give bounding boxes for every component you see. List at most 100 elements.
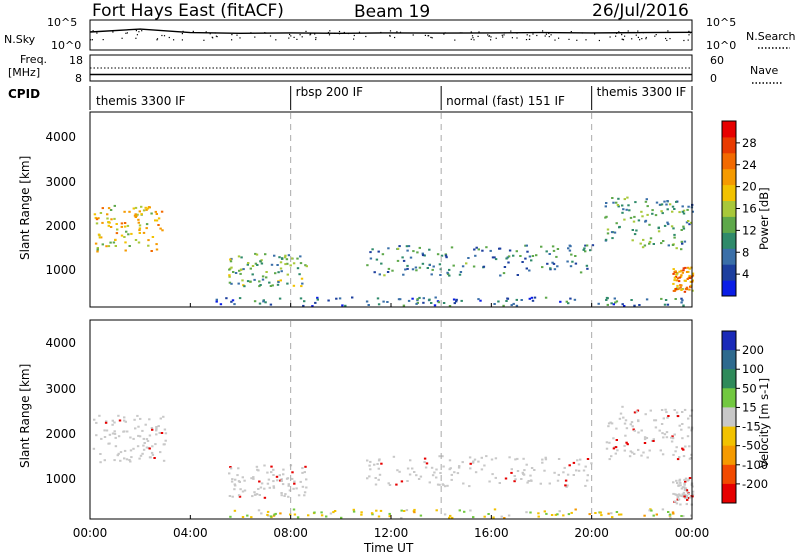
noise-search-point (236, 34, 238, 36)
velocity-ytick-1000: 1000 (45, 472, 76, 486)
velocity-echo-cell (103, 429, 106, 432)
velocity-colorbar-swatch (722, 331, 736, 351)
velocity-echo-cell (270, 471, 273, 474)
power-echo-cell (133, 214, 137, 217)
power-echo-cell (159, 227, 162, 230)
velocity-echo-cell (164, 439, 167, 442)
velocity-echo-cell (649, 508, 652, 511)
velocity-echo-cell (575, 469, 578, 472)
power-echo-cell (147, 244, 150, 247)
power-echo-cell (240, 256, 243, 259)
velocity-echo-cell (504, 477, 508, 480)
velocity-echo-cell (678, 424, 681, 427)
velocity-echo-cell (392, 455, 396, 458)
velocity-echo-cell (137, 425, 140, 428)
power-echo-cell (670, 225, 674, 228)
power-echo-cell (674, 298, 677, 300)
power-echo-cell (568, 249, 572, 252)
velocity-echo-cell (629, 450, 632, 453)
power-echo-cell (502, 304, 505, 307)
power-echo-cell (465, 262, 468, 265)
velocity-echo-cell (643, 438, 647, 441)
power-echo-cell (556, 248, 560, 250)
velocity-panel: 1000 2000 3000 4000 Slant Range [km] (18, 319, 695, 520)
velocity-echo-cell (431, 474, 435, 477)
velocity-echo-cell (659, 449, 662, 452)
velocity-echo-cell (146, 440, 150, 442)
velocity-echo-cell (258, 494, 261, 496)
velocity-echo-cell (287, 483, 290, 486)
power-echo-cell (676, 277, 680, 280)
noise-search-point (510, 30, 512, 32)
velocity-echo-cell (93, 418, 96, 421)
velocity-echo-cell (281, 483, 285, 486)
power-echo-cell (446, 273, 450, 276)
power-echo-cell (611, 237, 614, 240)
noise-search-point (389, 34, 391, 37)
power-echo-cell (113, 217, 116, 220)
cpid-label: CPID (8, 87, 40, 101)
power-echo-cell (247, 262, 250, 264)
velocity-echo-cell (423, 457, 427, 460)
cpid-mode-1: rbsp 200 IF (296, 85, 363, 99)
noise-search-point (542, 30, 544, 32)
velocity-echo-cell (671, 437, 675, 440)
velocity-echo-cell (566, 473, 570, 476)
velocity-echo-cell (572, 461, 576, 464)
power-echo-cell (622, 208, 625, 211)
power-echo-cell (439, 274, 442, 276)
power-echo-cell (378, 273, 381, 276)
power-echo-cell (446, 271, 449, 274)
power-echo-cell (618, 226, 621, 229)
power-echo-cell (531, 299, 535, 302)
velocity-echo-cell (139, 417, 142, 420)
power-echo-cell (691, 289, 694, 292)
power-echo-cell (613, 297, 616, 300)
velocity-echo-cell (687, 417, 690, 420)
velocity-echo-cell (108, 433, 112, 436)
power-echo-cell (251, 265, 255, 267)
power-echo-cell (625, 208, 628, 211)
power-echo-cell (672, 227, 675, 230)
power-echo-cell (680, 301, 683, 304)
power-echo-cell (686, 266, 690, 269)
velocity-echo-cell (374, 477, 377, 479)
power-echo-cell (421, 254, 425, 257)
power-echo-cell (377, 303, 381, 306)
power-echo-cell (262, 299, 265, 302)
power-echo-cell (605, 202, 608, 204)
power-echo-cell (436, 253, 440, 256)
power-echo-cell (586, 267, 589, 270)
power-echo-cell (679, 275, 683, 278)
power-echo-cell (113, 204, 116, 207)
velocity-echo-cell (624, 434, 627, 437)
velocity-echo-cell (450, 473, 453, 476)
cpid-row: CPID themis 3300 IF rbsp 200 IF normal (… (8, 85, 693, 110)
power-echo-cell (626, 196, 629, 199)
power-echo-cell (617, 205, 620, 208)
power-echo-cell (491, 256, 495, 259)
power-echo-cell (411, 297, 414, 300)
noise-search-point (310, 33, 312, 35)
noise-search-point (490, 36, 492, 38)
power-echo-cell (663, 224, 667, 227)
velocity-echo-cell (676, 458, 680, 461)
velocity-echo-cell (409, 459, 412, 462)
velocity-mode-dividers (290, 321, 593, 518)
velocity-echo-cell (541, 461, 544, 464)
power-echo-cell (663, 303, 667, 306)
power-echo-cell (648, 242, 651, 245)
velocity-echo-cell (237, 467, 240, 470)
velocity-echo-cell (675, 502, 679, 505)
velocity-echo-cell (293, 513, 297, 516)
velocity-echo-cell (521, 471, 524, 474)
velocity-echo-cell (433, 471, 436, 474)
power-echo-cell (106, 217, 109, 220)
power-echo-cell (525, 244, 528, 247)
noise-search-point (353, 38, 355, 40)
power-echo-cell (116, 228, 119, 231)
power-echo-cell (428, 264, 431, 266)
power-echo-cell (632, 220, 636, 223)
noise-search-point (161, 34, 163, 37)
velocity-echo-cell (233, 509, 237, 512)
